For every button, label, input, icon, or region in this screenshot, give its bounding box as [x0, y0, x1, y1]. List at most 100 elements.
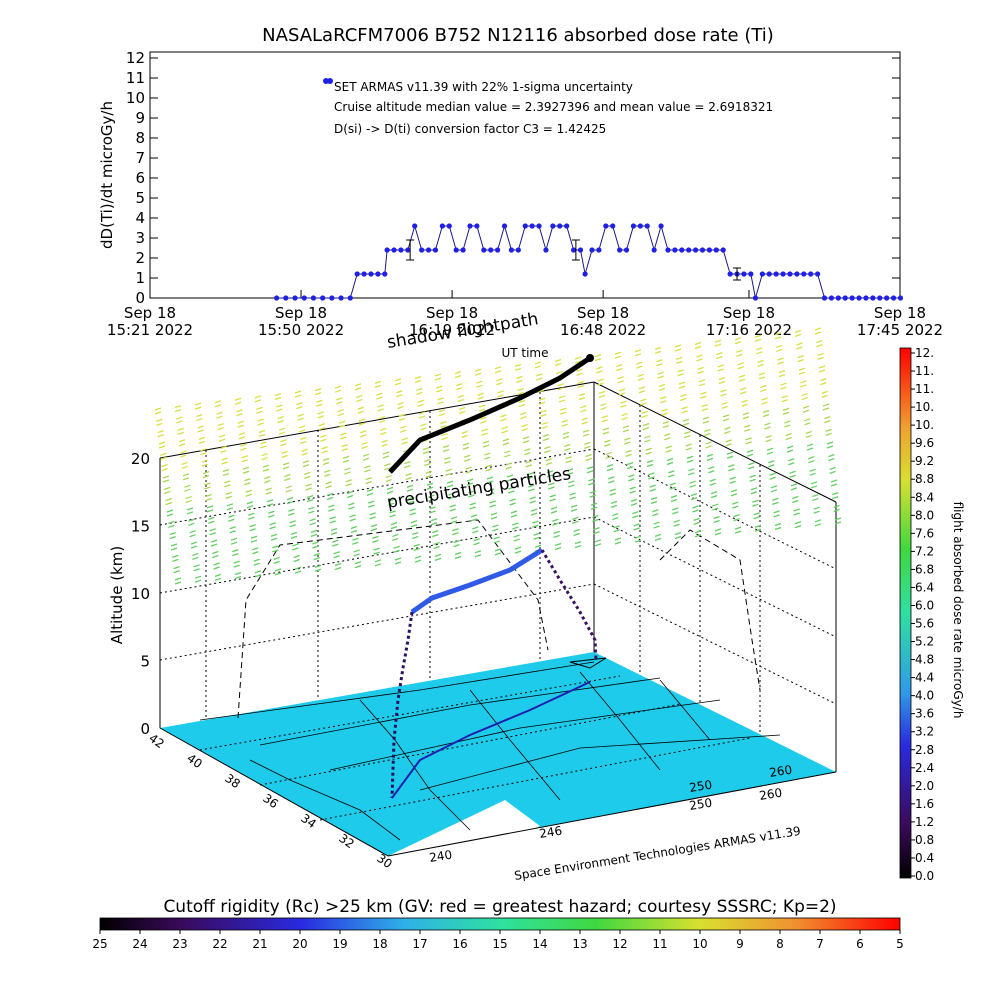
particle-mark — [322, 457, 330, 462]
particle-mark — [646, 459, 654, 464]
x-tick-label-line1: Sep 18 — [874, 304, 926, 322]
particle-mark — [266, 503, 274, 507]
particle-mark — [364, 465, 371, 469]
particle-mark — [638, 386, 646, 390]
particle-mark — [674, 535, 682, 540]
particle-mark — [521, 428, 528, 432]
particle-mark — [598, 394, 606, 398]
particle-mark — [209, 528, 216, 532]
particle-mark — [653, 525, 660, 529]
particle-mark — [380, 427, 387, 432]
y-tick-label: 10 — [126, 89, 145, 107]
particle-mark — [156, 422, 163, 426]
data-point — [412, 223, 418, 229]
particle-mark — [204, 482, 211, 486]
particle-mark — [377, 408, 384, 412]
particle-mark — [824, 416, 831, 420]
particle-mark — [529, 500, 536, 504]
particle-mark — [584, 445, 591, 449]
particle-mark — [649, 484, 656, 488]
rigidity-tick-label: 25 — [92, 937, 107, 951]
data-point — [338, 295, 344, 301]
particle-mark — [377, 404, 384, 408]
particle-mark — [398, 413, 406, 417]
particle-mark — [736, 349, 743, 353]
particle-mark — [772, 501, 779, 505]
particle-mark — [669, 482, 676, 486]
dose-tick-label: 7.2 — [915, 544, 934, 558]
particle-mark — [700, 395, 707, 399]
particle-mark — [714, 528, 722, 532]
particle-mark — [210, 539, 218, 543]
particle-mark — [558, 399, 566, 403]
x-tick-label-line1: Sep 18 — [577, 304, 629, 322]
particle-mark — [745, 437, 752, 441]
data-point — [630, 223, 637, 229]
particle-mark — [360, 430, 367, 434]
data-point — [856, 295, 862, 301]
particle-mark — [176, 420, 183, 424]
particle-mark — [737, 366, 744, 370]
particle-mark — [658, 383, 666, 388]
data-point — [460, 247, 466, 253]
particle-mark — [458, 406, 466, 411]
particle-mark — [249, 524, 256, 528]
particle-mark — [220, 445, 227, 450]
particle-mark — [604, 439, 611, 443]
particle-mark — [796, 342, 803, 346]
particle-mark — [316, 399, 323, 403]
particle-mark — [594, 358, 602, 362]
particle-mark — [354, 561, 362, 565]
particle-mark — [489, 504, 496, 508]
rigidity-tick-label: 20 — [292, 937, 307, 951]
particle-mark — [662, 424, 670, 429]
particle-mark — [813, 510, 820, 514]
particle-mark — [425, 474, 432, 478]
particle-mark — [472, 530, 479, 534]
data-point — [354, 271, 360, 277]
particle-mark — [297, 417, 304, 421]
particle-mark — [622, 425, 630, 429]
x-tick-label-line2: 15:21 2022 — [107, 321, 193, 339]
particle-mark — [516, 375, 523, 380]
particle-mark — [397, 405, 404, 410]
particle-mark — [526, 472, 534, 476]
data-point — [617, 247, 623, 253]
y-tick-label: 7 — [135, 149, 145, 167]
particle-mark — [653, 521, 660, 525]
particle-mark — [726, 451, 734, 455]
particle-mark — [214, 573, 222, 577]
particle-mark — [676, 356, 683, 360]
particle-mark — [437, 401, 444, 405]
dose-tick-label: 9.6 — [915, 436, 934, 450]
particle-mark — [334, 562, 342, 567]
data-point — [870, 295, 876, 301]
particle-mark — [382, 455, 390, 459]
particle-mark — [754, 338, 762, 342]
altitude-ticks: 0 5 10 15 20 — [131, 450, 150, 738]
particle-mark — [324, 473, 331, 477]
particle-mark — [493, 536, 500, 540]
particle-mark — [770, 489, 778, 493]
particle-mark — [206, 509, 214, 513]
particle-mark — [312, 545, 319, 549]
particle-mark — [314, 391, 322, 396]
dose-tick-label: 6.0 — [915, 598, 934, 612]
particle-mark — [814, 523, 822, 527]
particle-mark — [505, 462, 512, 466]
particle-mark — [486, 476, 494, 480]
particle-mark — [234, 575, 242, 580]
particle-mark — [545, 458, 552, 462]
particle-mark — [668, 474, 675, 478]
particle-mark — [221, 457, 228, 461]
particle-mark — [714, 532, 722, 536]
particle-mark — [452, 528, 459, 532]
data-point — [603, 223, 609, 229]
particle-mark — [628, 474, 635, 478]
particle-mark — [497, 390, 504, 394]
particle-mark — [722, 418, 730, 422]
shadow-flightpath-end — [586, 354, 594, 362]
particle-mark — [762, 413, 770, 418]
particle-mark — [305, 483, 312, 487]
particle-mark — [700, 391, 707, 395]
